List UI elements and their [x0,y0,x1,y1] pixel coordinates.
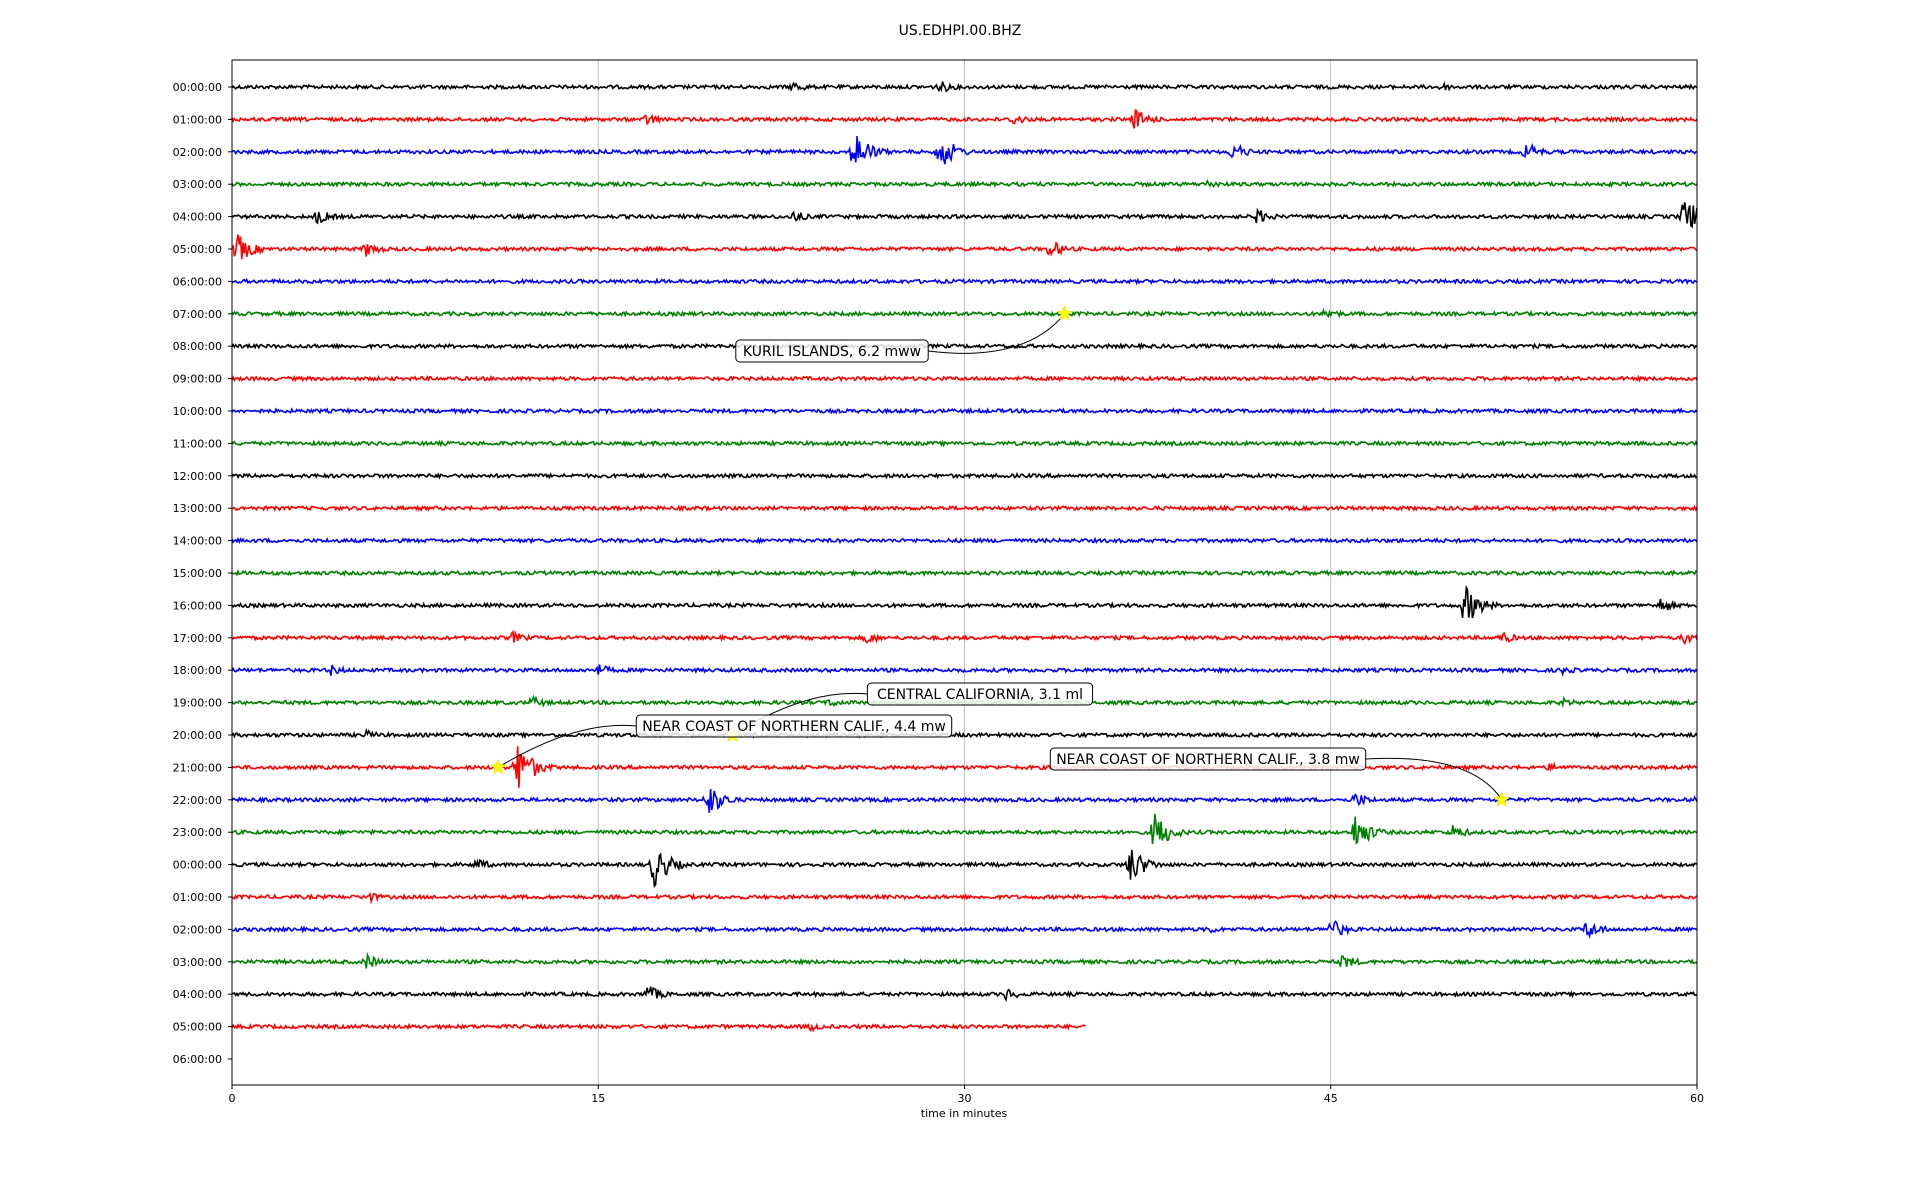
event-annotation-3: NEAR COAST OF NORTHERN CALIF., 3.8 mw [1049,747,1510,807]
trace-row-27 [231,951,1698,969]
y-tick-label-4: 04:00:00 [173,211,222,224]
trace-row-24 [231,849,1697,889]
y-tick-label-14: 14:00:00 [173,535,222,548]
event-annotation-1: CENTRAL CALIFORNIA, 3.1 ml [724,682,1094,743]
trace-row-17 [231,629,1698,646]
trace-row-4 [231,202,1698,229]
y-tick-label-29: 05:00:00 [173,1021,222,1034]
x-tick-label-30: 30 [958,1092,972,1105]
event-star-marker-0 [1056,305,1073,321]
trace-row-12 [231,472,1698,480]
y-tick-label-6: 06:00:00 [173,275,222,288]
event-label-1: CENTRAL CALIFORNIA, 3.1 ml [877,687,1083,703]
event-label-box-1 [866,682,1094,706]
event-label-2: NEAR COAST OF NORTHERN CALIF., 4.4 mw [642,719,946,735]
trace-row-11 [231,439,1698,448]
seismic-traces [231,81,1698,1033]
trace-row-2 [231,136,1698,165]
trace-row-5 [231,234,1698,260]
x-tick-label-60: 60 [1690,1092,1704,1105]
y-tick-label-19: 19:00:00 [173,697,222,710]
event-star-marker-2 [489,758,507,775]
event-annotation-2: NEAR COAST OF NORTHERN CALIF., 4.4 mw [489,714,953,775]
trace-row-15 [231,568,1698,578]
y-tick-label-20: 20:00:00 [173,729,222,742]
y-tick-label-28: 04:00:00 [173,988,222,1001]
event-label-box-3 [1049,747,1367,771]
event-label-box-2 [635,714,953,738]
x-tick-label-15: 15 [591,1092,605,1105]
y-tick-label-22: 22:00:00 [173,794,222,807]
x-axis-ticks: 0 15 30 45 60 [229,1085,1704,1105]
y-tick-label-25: 01:00:00 [173,891,222,904]
y-tick-label-30: 06:00:00 [173,1053,222,1066]
chart-title: US.EDHPI.00.BHZ [899,23,1022,39]
y-tick-label-17: 17:00:00 [173,632,222,645]
trace-row-20 [231,727,1698,740]
trace-row-8 [231,342,1698,351]
y-tick-label-21: 21:00:00 [173,761,222,774]
y-tick-label-26: 02:00:00 [173,923,222,936]
event-connector-2 [497,724,637,768]
y-tick-label-18: 18:00:00 [173,664,222,677]
y-tick-label-11: 11:00:00 [173,437,222,450]
trace-row-29 [231,1022,1086,1033]
event-connector-3 [1365,757,1503,801]
x-tick-label-45: 45 [1324,1092,1338,1105]
y-tick-label-12: 12:00:00 [173,470,222,483]
trace-row-26 [231,920,1698,940]
event-connector-0 [928,313,1065,354]
y-tick-label-8: 08:00:00 [173,340,222,353]
trace-row-25 [231,892,1698,905]
y-tick-label-15: 15:00:00 [173,567,222,580]
x-tick-label-0: 0 [229,1092,236,1105]
trace-row-9 [231,374,1698,383]
y-tick-label-5: 05:00:00 [173,243,222,256]
trace-row-22 [231,789,1698,813]
trace-row-6 [231,277,1698,286]
trace-row-1 [231,109,1698,129]
trace-row-7 [231,307,1698,319]
event-label-3: NEAR COAST OF NORTHERN CALIF., 3.8 mw [1056,752,1360,768]
y-axis-ticks: 00:00:00 01:00:00 02:00:00 03:00:00 04:00:00… [173,81,232,1066]
trace-row-0 [231,81,1698,93]
trace-row-18 [231,664,1698,678]
y-tick-label-10: 10:00:00 [173,405,222,418]
y-tick-label-7: 07:00:00 [173,308,222,321]
y-tick-label-9: 09:00:00 [173,373,222,386]
event-annotation-0: KURIL ISLANDS, 6.2 mww [735,305,1073,363]
y-tick-label-13: 13:00:00 [173,502,222,515]
y-tick-label-3: 03:00:00 [173,178,222,191]
y-tick-label-24: 00:00:00 [173,859,222,872]
y-tick-label-16: 16:00:00 [173,599,222,612]
trace-row-10 [231,407,1698,415]
trace-row-14 [231,536,1698,545]
trace-row-28 [231,986,1698,1003]
y-tick-label-27: 03:00:00 [173,956,222,969]
y-tick-label-23: 23:00:00 [173,826,222,839]
trace-row-13 [231,504,1698,513]
event-label-box-0 [735,339,929,363]
event-label-0: KURIL ISLANDS, 6.2 mww [743,344,921,360]
y-tick-label-0: 00:00:00 [173,81,222,94]
y-tick-label-2: 02:00:00 [173,146,222,159]
trace-row-3 [231,179,1698,189]
trace-row-16 [231,585,1698,619]
event-star-marker-3 [1493,791,1510,807]
y-tick-label-1: 01:00:00 [173,113,222,126]
trace-row-21 [231,746,1698,788]
event-annotations: KURIL ISLANDS, 6.2 mww CENTRAL CALIFORNIA… [489,305,1510,807]
trace-row-23 [231,813,1698,845]
x-axis-label: time in minutes [921,1107,1008,1120]
